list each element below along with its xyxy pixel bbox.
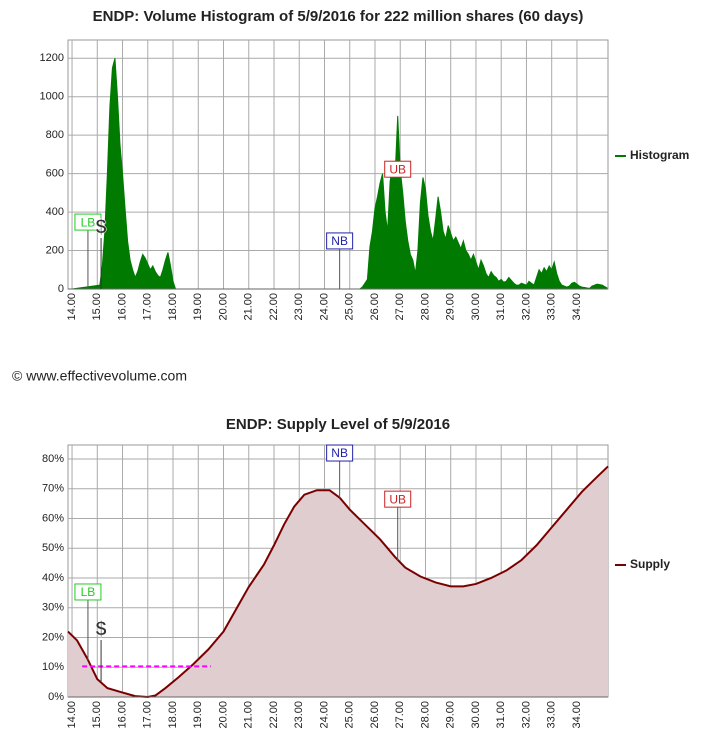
x-tick-label: 20.00 xyxy=(217,701,229,729)
x-tick-label: 23.00 xyxy=(293,293,305,321)
x-tick-label: 29.00 xyxy=(445,293,457,321)
y-tick-label: 1000 xyxy=(40,91,64,103)
annotation-label: LB xyxy=(81,215,96,229)
annotation-box xyxy=(74,583,102,601)
x-tick-label: 25.00 xyxy=(344,293,356,321)
annotation-box xyxy=(326,444,354,462)
x-tick-label: 34.00 xyxy=(571,701,583,729)
y-tick-label: 200 xyxy=(46,244,64,256)
y-tick-label: 10% xyxy=(42,661,64,673)
y-tick-label: 40% xyxy=(42,572,64,584)
x-tick-label: 27.00 xyxy=(394,293,406,321)
annotation-label: UB xyxy=(389,492,406,506)
x-tick-label: 20.00 xyxy=(217,293,229,321)
y-tick-label: 80% xyxy=(42,453,64,465)
x-tick-label: 33.00 xyxy=(546,293,558,321)
annotation-label: $ xyxy=(96,216,107,238)
annotation-label: UB xyxy=(389,162,406,176)
x-tick-label: 30.00 xyxy=(470,701,482,729)
x-tick-label: 28.00 xyxy=(419,701,431,729)
x-tick-label: 21.00 xyxy=(243,701,255,729)
x-tick-label: 14.00 xyxy=(66,293,78,321)
y-tick-label: 50% xyxy=(42,542,64,554)
x-tick-label: 14.00 xyxy=(66,701,78,729)
x-tick-label: 18.00 xyxy=(167,293,179,321)
area-line xyxy=(71,58,608,290)
x-tick-label: 24.00 xyxy=(318,293,330,321)
x-tick-label: 34.00 xyxy=(571,293,583,321)
plot-area xyxy=(67,39,609,290)
chart-title: ENDP: Volume Histogram of 5/9/2016 for 2… xyxy=(93,8,584,25)
x-tick-label: 18.00 xyxy=(167,701,179,729)
x-tick-label: 32.00 xyxy=(520,293,532,321)
x-tick-label: 21.00 xyxy=(243,293,255,321)
annotation-box xyxy=(326,232,354,250)
y-tick-label: 30% xyxy=(42,602,64,614)
x-tick-label: 30.00 xyxy=(470,293,482,321)
x-tick-label: 15.00 xyxy=(91,293,103,321)
x-tick-label: 32.00 xyxy=(520,701,532,729)
x-tick-label: 15.00 xyxy=(91,701,103,729)
y-tick-label: 400 xyxy=(46,206,64,218)
x-tick-label: 16.00 xyxy=(116,701,128,729)
annotation-label: LB xyxy=(81,585,96,599)
annotation-label: NB xyxy=(331,446,348,460)
x-tick-label: 25.00 xyxy=(344,701,356,729)
annotation-box xyxy=(384,160,412,178)
y-tick-label: 60% xyxy=(42,512,64,524)
x-tick-label: 24.00 xyxy=(318,701,330,729)
y-tick-label: 0% xyxy=(48,691,64,703)
y-tick-label: 70% xyxy=(42,483,64,495)
x-tick-label: 17.00 xyxy=(142,701,154,729)
x-tick-label: 26.00 xyxy=(369,293,381,321)
copyright: © www.effectivevolume.com xyxy=(12,368,187,384)
annotation-label: NB xyxy=(331,234,348,248)
y-tick-label: 0 xyxy=(58,283,64,295)
x-tick-label: 19.00 xyxy=(192,701,204,729)
x-tick-label: 28.00 xyxy=(419,293,431,321)
y-tick-label: 600 xyxy=(46,168,64,180)
y-tick-label: 800 xyxy=(46,129,64,141)
x-tick-label: 22.00 xyxy=(268,701,280,729)
x-tick-label: 23.00 xyxy=(293,701,305,729)
area-fill xyxy=(68,466,608,697)
x-tick-label: 26.00 xyxy=(369,701,381,729)
x-tick-label: 31.00 xyxy=(495,293,507,321)
chart-title: ENDP: Supply Level of 5/9/2016 xyxy=(226,416,450,433)
legend-label: Supply xyxy=(630,557,670,571)
x-tick-label: 19.00 xyxy=(192,293,204,321)
legend-label: Histogram xyxy=(630,148,689,162)
annotation-label: $ xyxy=(96,618,107,640)
x-tick-label: 22.00 xyxy=(268,293,280,321)
x-tick-label: 31.00 xyxy=(495,701,507,729)
y-tick-label: 20% xyxy=(42,631,64,643)
y-tick-label: 1200 xyxy=(40,52,64,64)
annotation-box xyxy=(74,213,102,231)
area-fill xyxy=(72,58,608,289)
annotation-box xyxy=(384,490,412,508)
x-tick-label: 29.00 xyxy=(445,701,457,729)
x-tick-label: 33.00 xyxy=(546,701,558,729)
x-tick-label: 27.00 xyxy=(394,701,406,729)
x-tick-label: 17.00 xyxy=(142,293,154,321)
x-tick-label: 16.00 xyxy=(116,293,128,321)
